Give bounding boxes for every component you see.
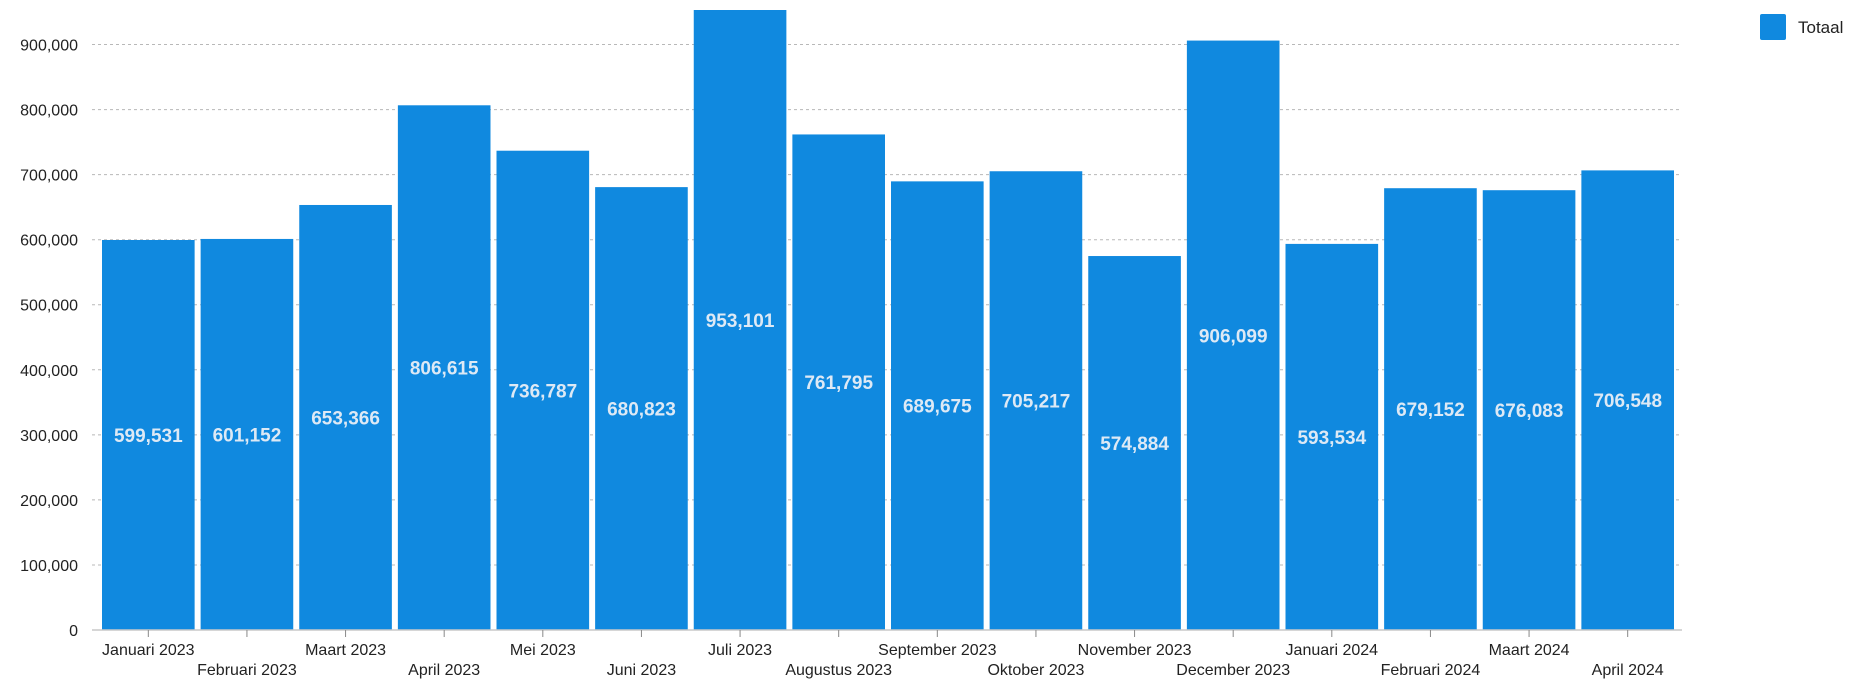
x-tick-label: Januari 2023 [102, 642, 195, 659]
x-tick-label: Mei 2023 [510, 642, 576, 659]
legend-swatch-totaal [1760, 14, 1786, 40]
data-label: 601,152 [213, 425, 282, 446]
data-label: 761,795 [804, 373, 873, 394]
x-tick-label: April 2024 [1592, 662, 1664, 679]
bar [496, 150, 590, 630]
y-tick-label: 400,000 [20, 363, 78, 380]
data-label: 736,787 [508, 381, 577, 402]
axes: 0 100,000 200,000 300,000 400,000 500,000 600,… [20, 38, 1682, 679]
x-tick-label: April 2023 [408, 662, 480, 679]
bar [1186, 40, 1280, 630]
y-tick-label: 200,000 [20, 493, 78, 510]
data-label: 680,823 [607, 400, 676, 421]
y-tick-label: 600,000 [20, 233, 78, 250]
bar [1482, 190, 1576, 631]
bars: 599,531 601,152 653,366 806,615 736,787 680,8… [102, 10, 1674, 631]
data-label: 574,884 [1100, 434, 1169, 455]
bar [200, 238, 294, 630]
bar [1581, 170, 1674, 630]
bar [102, 240, 195, 630]
data-label: 679,152 [1396, 400, 1465, 421]
data-label: 906,099 [1199, 326, 1268, 347]
y-tick-label: 900,000 [20, 38, 78, 55]
x-tick-label: Oktober 2023 [987, 662, 1084, 679]
y-tick-label: 800,000 [20, 103, 78, 120]
data-label: 806,615 [410, 359, 479, 380]
x-tick-label: Januari 2024 [1286, 642, 1379, 659]
bar [595, 187, 688, 630]
bar [1088, 256, 1181, 630]
legend: Totaal [1760, 14, 1843, 40]
x-tick-label: December 2023 [1176, 662, 1290, 679]
data-label: 705,217 [1002, 392, 1071, 413]
bar [792, 134, 885, 631]
x-tick-label: Juli 2023 [708, 642, 772, 659]
bar [693, 10, 787, 630]
legend-label-totaal: Totaal [1798, 18, 1843, 37]
data-label: 953,101 [706, 311, 775, 332]
x-tick-label: Juni 2023 [607, 662, 676, 679]
y-tick-label: 300,000 [20, 428, 78, 445]
y-tick-label: 100,000 [20, 558, 78, 575]
y-tick-label: 0 [69, 623, 78, 640]
data-label: 689,675 [903, 397, 972, 418]
bar [397, 105, 491, 630]
bar [891, 181, 984, 630]
bar [299, 204, 392, 630]
data-label: 599,531 [114, 426, 183, 447]
x-tick-label: Maart 2024 [1489, 642, 1570, 659]
x-tick-label: Maart 2023 [305, 642, 386, 659]
bar [1384, 188, 1477, 631]
data-label: 676,083 [1495, 401, 1564, 422]
data-label: 653,366 [311, 408, 380, 429]
x-tick-label: Februari 2023 [197, 662, 297, 679]
x-tick-label: Februari 2024 [1381, 662, 1481, 679]
x-tick-label: September 2023 [878, 642, 996, 659]
bar [989, 171, 1083, 631]
y-tick-label: 500,000 [20, 298, 78, 315]
y-tick-label: 700,000 [20, 168, 78, 185]
x-tick-label: Augustus 2023 [785, 662, 892, 679]
data-label: 706,548 [1593, 391, 1662, 412]
data-label: 593,534 [1297, 428, 1366, 449]
bar [1285, 243, 1379, 630]
x-tick-label: November 2023 [1078, 642, 1192, 659]
